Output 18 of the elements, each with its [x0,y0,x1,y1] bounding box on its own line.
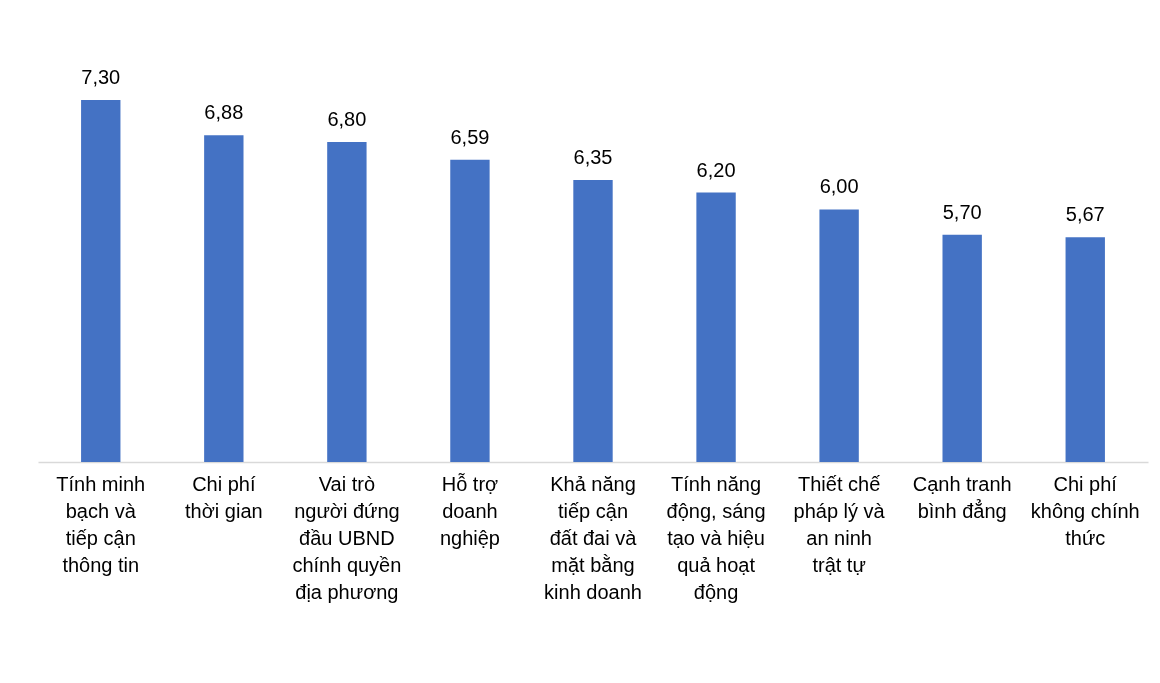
data-label: 5,67 [1065,203,1105,226]
x-tick-label: Tính minh bạch và tiếp cận thông tin [56,472,146,576]
x-tick-label: Chi phí không chính thức [1030,472,1140,549]
x-tick-label: Hỗ trợ doanh nghiệp [439,472,500,549]
x-tick-label: Tính năng động, sáng tạo và hiệu quả hoạt động [666,472,766,603]
data-label: 6,35 [573,145,613,168]
x-tick-label: Khả năng tiếp cận đất đai và mặt bằng kinh doanh [544,472,642,603]
x-tick-label: Vai trò người đứng đầu UBND chính quyền địa phương [292,472,402,603]
data-label: 6,59 [450,125,490,148]
data-label: 6,00 [819,175,859,198]
data-label: 5,70 [942,200,982,223]
x-tick-label: Cạnh tranh bình đẳng [912,472,1012,522]
data-label: 6,20 [696,158,736,181]
data-label: 6,80 [327,108,367,131]
x-tick-label: Chi phí thời gian [185,472,263,522]
data-label: 7,30 [81,66,121,88]
data-label: 6,88 [204,101,244,124]
x-tick-label: Thiết chế pháp lý và an ninh trật tự [793,472,886,576]
